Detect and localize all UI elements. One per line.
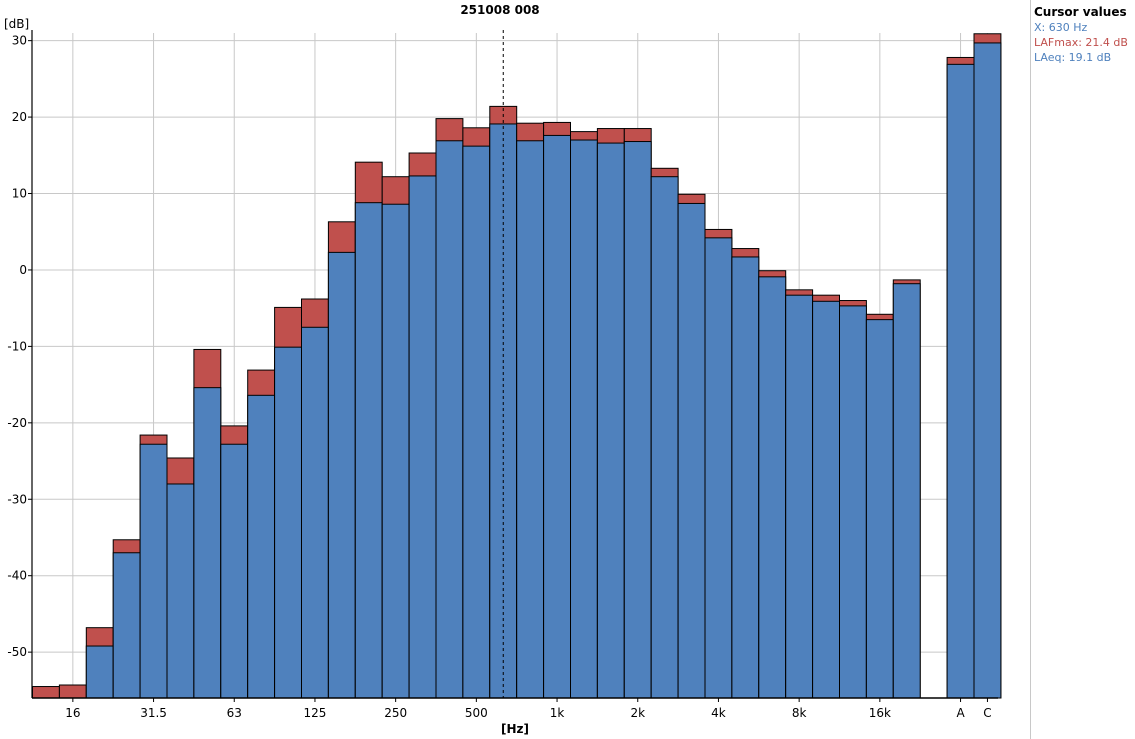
x-tick-label: 1k: [550, 706, 565, 720]
x-tick-label: 63: [227, 706, 242, 720]
x-tick-label: C: [983, 706, 991, 720]
y-tick-label: -10: [7, 339, 27, 353]
bar-laeq[interactable]: [85, 645, 114, 699]
bar-laeq[interactable]: [139, 443, 168, 699]
bar-laeq[interactable]: [623, 141, 652, 699]
cursor-laeq-value: LAeq: 19.1 dB: [1034, 51, 1112, 64]
bar-laeq[interactable]: [354, 202, 383, 699]
bar-laeq[interactable]: [677, 202, 706, 699]
x-tick-label: 16k: [869, 706, 891, 720]
x-tick-label: 500: [465, 706, 488, 720]
bar-laeq[interactable]: [543, 134, 571, 699]
bar-laeq[interactable]: [946, 63, 975, 699]
x-tick-label: 250: [384, 706, 407, 720]
bar-laeq[interactable]: [462, 145, 491, 699]
y-axis-unit: [dB]: [4, 17, 29, 31]
bar-laeq[interactable]: [839, 305, 867, 699]
y-tick-label: -40: [7, 569, 27, 583]
bar-laeq[interactable]: [758, 276, 787, 699]
chart-title: 251008 008: [460, 3, 539, 17]
bar-laeq[interactable]: [112, 552, 141, 699]
bar-laeq[interactable]: [166, 483, 195, 699]
x-axis-unit: [Hz]: [501, 722, 529, 736]
y-tick-label: -50: [7, 645, 27, 659]
bar-laeq[interactable]: [785, 294, 814, 699]
bar-laeq[interactable]: [220, 443, 249, 699]
y-tick-label: -30: [7, 492, 27, 506]
x-tick-label: 4k: [711, 706, 726, 720]
bar-laeq[interactable]: [301, 326, 329, 699]
cursor-lafmax-value: LAFmax: 21.4 dB: [1034, 36, 1128, 49]
spectrum-chart[interactable]: 30 20 10 0 -10 -20 -30 -40 -50 16 31.5 63 125 250 500 1…: [0, 0, 1030, 739]
bar-lafmax[interactable]: [58, 684, 87, 699]
cursor-x-value: X: 630 Hz: [1034, 21, 1088, 34]
bar-laeq[interactable]: [408, 175, 437, 699]
bar-laeq[interactable]: [812, 300, 840, 699]
bar-laeq[interactable]: [247, 394, 276, 699]
y-tick-label: 0: [19, 263, 27, 277]
bar-laeq[interactable]: [381, 203, 410, 699]
bar-laeq[interactable]: [516, 140, 545, 699]
bar-laeq[interactable]: [704, 237, 733, 699]
bar-laeq[interactable]: [596, 142, 625, 699]
y-tick-label: -20: [7, 416, 27, 430]
y-tick-label: 10: [12, 187, 27, 201]
x-tick-label: 125: [303, 706, 326, 720]
x-tick-label: 16: [65, 706, 80, 720]
bar-laeq[interactable]: [865, 319, 894, 699]
bars: [32, 33, 1002, 699]
bar-laeq[interactable]: [435, 140, 464, 699]
bar-laeq[interactable]: [973, 42, 1002, 699]
axes: 30 20 10 0 -10 -20 -30 -40 -50 16 31.5 63 125 250 500 1…: [7, 30, 998, 720]
x-tick-label: 8k: [792, 706, 807, 720]
bar-laeq[interactable]: [731, 256, 760, 699]
y-tick-label: 30: [12, 34, 27, 48]
bar-laeq[interactable]: [274, 346, 303, 699]
x-tick-label: A: [956, 706, 965, 720]
cursor-values-panel: Cursor values X: 630 Hz LAFmax: 21.4 dB …: [1030, 0, 1135, 739]
bar-laeq[interactable]: [892, 283, 921, 699]
y-tick-label: 20: [12, 110, 27, 124]
x-tick-label: 2k: [630, 706, 645, 720]
bar-laeq[interactable]: [327, 251, 356, 699]
bar-laeq[interactable]: [193, 387, 222, 699]
bar-laeq[interactable]: [650, 176, 679, 699]
x-tick-label: 31.5: [140, 706, 167, 720]
bar-laeq[interactable]: [570, 139, 598, 699]
cursor-values-title: Cursor values: [1034, 5, 1127, 19]
bar-lafmax[interactable]: [32, 686, 60, 699]
